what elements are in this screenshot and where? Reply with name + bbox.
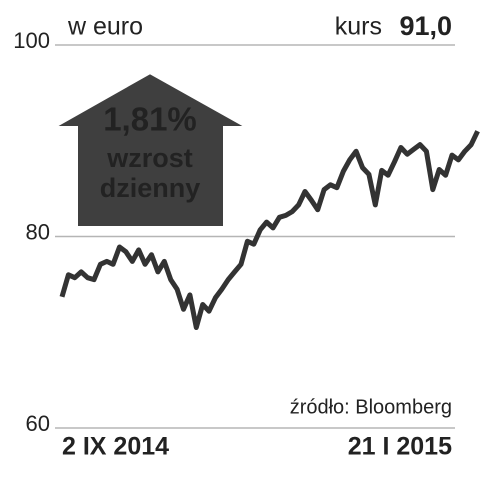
unit-label: w euro: [67, 13, 143, 41]
y-tick-label: 100: [13, 28, 50, 53]
badge-shape: [43, 69, 258, 230]
price-value: 91,0: [399, 11, 452, 41]
y-tick-label: 80: [26, 219, 50, 244]
x-tick-label: 21 I 2015: [348, 433, 452, 461]
price-line: [59, 130, 480, 330]
x-tick-label: 2 IX 2014: [62, 433, 169, 461]
badge-text: 1,81%: [103, 101, 197, 138]
price-label: kurs: [335, 13, 382, 41]
badge-text: wzrost: [106, 143, 193, 173]
source: źródło: Bloomberg: [290, 396, 452, 418]
y-tick-label: 60: [26, 411, 50, 436]
badge-text: dzienny: [100, 173, 201, 203]
